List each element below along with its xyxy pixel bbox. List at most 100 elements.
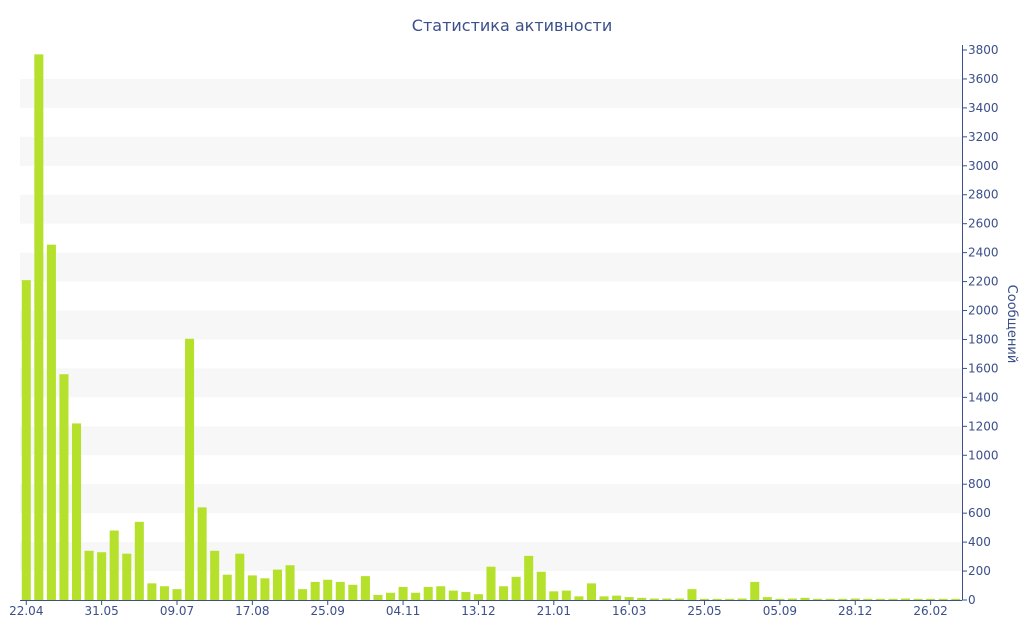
y-tick-label: 3600 xyxy=(968,72,999,86)
y-tick-label: 3000 xyxy=(968,159,999,173)
bar xyxy=(411,592,421,600)
bar xyxy=(72,423,82,600)
bar xyxy=(335,581,345,600)
bar xyxy=(875,598,885,600)
bar xyxy=(398,586,408,600)
x-tick-label: 28.12 xyxy=(838,604,872,618)
grid-band xyxy=(20,484,962,514)
bar xyxy=(687,589,697,600)
bar xyxy=(712,598,722,600)
bar xyxy=(951,598,961,600)
bar xyxy=(561,590,571,600)
grid-band xyxy=(20,78,962,108)
bar xyxy=(97,552,107,600)
bar xyxy=(323,579,333,600)
bar xyxy=(913,598,923,600)
bar xyxy=(536,571,546,600)
bar xyxy=(310,581,320,600)
grid-band xyxy=(20,542,962,572)
y-tick-label: 800 xyxy=(968,477,991,491)
y-tick-label: 2800 xyxy=(968,188,999,202)
bar xyxy=(34,54,44,600)
bar xyxy=(235,553,245,600)
bar xyxy=(461,592,471,600)
y-tick-label: 1400 xyxy=(968,390,999,404)
bar xyxy=(700,598,710,600)
bar xyxy=(373,594,383,600)
bar xyxy=(46,244,56,601)
bar xyxy=(674,598,684,600)
bar xyxy=(436,586,446,600)
bar xyxy=(134,521,144,600)
x-tick-label: 04.11 xyxy=(386,604,420,618)
grid-band xyxy=(20,252,962,282)
bar xyxy=(900,598,910,600)
y-tick-label: 3200 xyxy=(968,130,999,144)
y-axis: 0 200 400 600 800 1000 1200 1400 1600 1800 2000 220… xyxy=(962,43,999,607)
bar xyxy=(423,586,433,600)
bar xyxy=(737,598,747,600)
y-axis-label: Сообщений xyxy=(1004,285,1019,364)
bar xyxy=(649,598,659,600)
grid-band xyxy=(20,426,962,456)
bar xyxy=(511,576,521,600)
bar xyxy=(938,598,948,600)
bar xyxy=(800,597,810,600)
x-tick-label: 16.03 xyxy=(612,604,646,618)
y-tick-label: 3800 xyxy=(968,43,999,57)
x-tick-label: 13.12 xyxy=(461,604,495,618)
x-tick-label: 17.08 xyxy=(235,604,269,618)
bar xyxy=(624,597,634,600)
bar xyxy=(448,590,458,600)
y-tick-label: 2000 xyxy=(968,304,999,318)
x-tick-label: 31.05 xyxy=(84,604,118,618)
bar xyxy=(725,598,735,600)
bar xyxy=(84,550,94,600)
bar xyxy=(285,565,295,600)
bar xyxy=(197,507,207,600)
y-tick-label: 1000 xyxy=(968,448,999,462)
bar xyxy=(775,598,785,600)
y-tick-label: 0 xyxy=(968,593,976,607)
x-tick-label: 25.09 xyxy=(311,604,345,618)
bar xyxy=(272,569,282,600)
y-tick-label: 1200 xyxy=(968,419,999,433)
bar xyxy=(360,576,370,600)
x-tick-label: 21.01 xyxy=(537,604,571,618)
bar xyxy=(185,338,195,600)
bar xyxy=(473,594,483,600)
bar xyxy=(499,586,509,600)
x-tick-label: 25.05 xyxy=(687,604,721,618)
bar xyxy=(109,530,119,600)
grid-band xyxy=(20,194,962,224)
y-tick-label: 3400 xyxy=(968,101,999,115)
bar xyxy=(813,598,823,600)
bar xyxy=(599,596,609,600)
chart-title: Статистика активности xyxy=(412,16,612,35)
bar xyxy=(549,591,559,600)
bar xyxy=(750,581,760,600)
bar xyxy=(222,574,232,600)
bar xyxy=(172,589,182,600)
grid-band xyxy=(20,136,962,166)
bar xyxy=(838,598,848,600)
bar xyxy=(574,596,584,600)
bar xyxy=(850,598,860,600)
y-tick-label: 1800 xyxy=(968,332,999,346)
x-axis: 22.04 31.05 09.07 17.08 25.09 04.11 13.12 21.01… xyxy=(9,600,962,618)
bar xyxy=(586,583,596,600)
bar xyxy=(247,575,257,600)
y-tick-label: 2400 xyxy=(968,246,999,260)
bar xyxy=(122,553,132,600)
bar xyxy=(260,578,270,600)
bar xyxy=(612,595,622,600)
x-tick-label: 09.07 xyxy=(160,604,194,618)
bar xyxy=(386,592,396,600)
grid-band xyxy=(20,368,962,398)
grid-band xyxy=(20,310,962,340)
bar xyxy=(637,597,647,600)
bar xyxy=(159,586,169,600)
y-tick-label: 600 xyxy=(968,506,991,520)
x-tick-label: 05.09 xyxy=(763,604,797,618)
bar xyxy=(59,374,69,600)
